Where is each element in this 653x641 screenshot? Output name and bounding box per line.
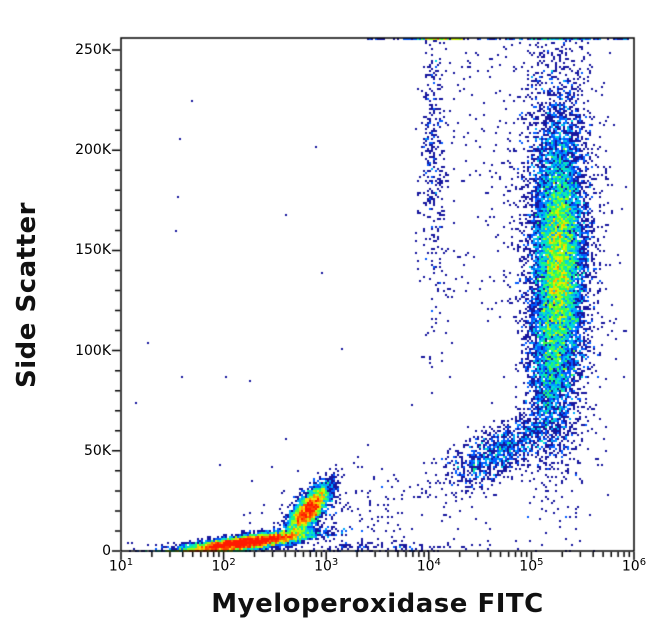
y-tick-label-200K: 200K: [75, 142, 111, 159]
x-tick-label-10e3: 103: [314, 557, 339, 575]
x-tick-label-10e4: 104: [416, 557, 441, 575]
y-tick-label-150K: 150K: [75, 242, 111, 259]
x-axis-title: Myeloperoxidase FITC: [211, 589, 544, 619]
x-tick-label-10e6: 106: [621, 557, 647, 575]
x-tick-label-10e1: 101: [108, 557, 134, 575]
y-tick-label-100K: 100K: [75, 342, 111, 359]
y-tick-label-0: 0: [102, 543, 111, 559]
y-tick-label-50K: 50K: [84, 442, 111, 459]
x-tick-label-10e5: 105: [519, 557, 544, 575]
y-axis-title: Side Scatter: [12, 202, 42, 388]
x-tick-label-10e2: 102: [211, 557, 236, 575]
y-tick-label-250K: 250K: [75, 42, 111, 59]
